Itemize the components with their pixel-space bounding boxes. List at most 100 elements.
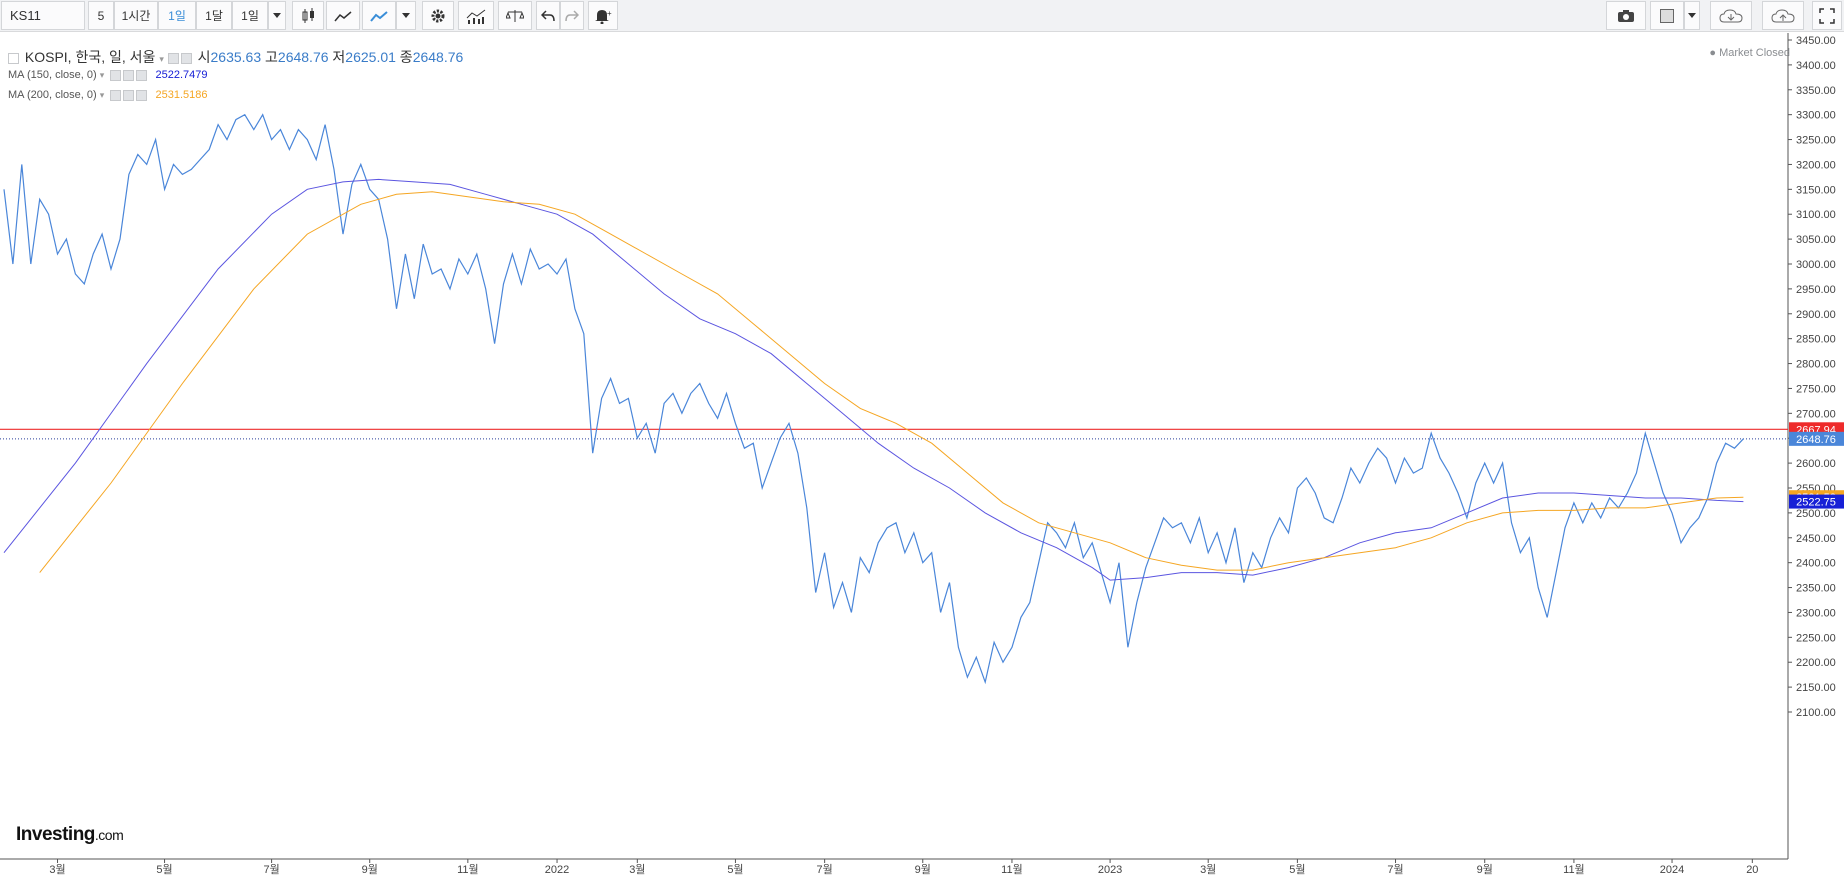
price-tick-label: 3000.00 <box>1796 259 1836 271</box>
time-tick-label: 11월 <box>1563 863 1585 876</box>
indicators-button[interactable] <box>458 1 494 30</box>
price-tick-label: 3300.00 <box>1796 110 1836 122</box>
high-value: 2648.76 <box>277 49 329 65</box>
indicators-icon <box>466 9 486 24</box>
cloud-save-button[interactable] <box>1762 1 1804 30</box>
time-tick-label: 9월 <box>362 863 378 876</box>
open-label: 시 <box>197 49 211 65</box>
price-tick-label: 3350.00 <box>1796 85 1836 97</box>
price-tick-label: 3050.00 <box>1796 234 1836 246</box>
caret-down-icon <box>402 13 410 18</box>
settings-icon[interactable] <box>123 89 135 101</box>
price-tick-label: 2200.00 <box>1796 657 1836 669</box>
price-tick-label: 2900.00 <box>1796 309 1836 321</box>
settings-icon[interactable] <box>123 69 135 81</box>
time-tick-label: 7월 <box>263 863 279 876</box>
time-tick-label: 11월 <box>1001 863 1023 876</box>
ma200-line <box>39 191 1744 573</box>
layout-dropdown[interactable] <box>1684 1 1700 30</box>
price-tick-label: 2800.00 <box>1796 359 1836 371</box>
kospi-price-line <box>3 113 1744 685</box>
ma150-price-tag-bg <box>1789 494 1844 509</box>
time-tick-label: 2022 <box>545 864 569 876</box>
interval-1d-button[interactable]: 1일 <box>158 1 196 30</box>
redo-icon <box>565 9 579 21</box>
legend-title: KOSPI, 한국, 일, 서울 <box>24 49 156 65</box>
symbol-input[interactable]: KS11 <box>1 1 85 30</box>
market-status: ● Market Closed <box>1709 47 1790 59</box>
price-tick-label: 3250.00 <box>1796 135 1836 147</box>
chart-area[interactable]: 2100.00 2150.00 2200.00 2250.00 2300.00 2350.… <box>0 33 1844 879</box>
cloud-upload-icon <box>1771 8 1795 22</box>
bell-plus-icon: + <box>595 9 612 24</box>
close-label: 종 <box>399 49 413 65</box>
cloud-download-icon <box>1719 8 1743 22</box>
settings-icon[interactable] <box>180 52 192 64</box>
candle-chart-button[interactable] <box>292 1 324 30</box>
candles-icon <box>302 7 314 23</box>
time-tick-label: 9월 <box>1477 863 1493 876</box>
close-icon[interactable] <box>136 69 148 81</box>
interval-1h-button[interactable]: 1시간 <box>114 1 158 30</box>
price-tick-label: 2100.00 <box>1796 707 1836 719</box>
time-tick-label: 2023 <box>1098 864 1122 876</box>
price-tick-label: 2150.00 <box>1796 682 1836 694</box>
area-chart-button[interactable] <box>362 1 396 30</box>
fullscreen-button[interactable] <box>1812 1 1842 30</box>
settings-button[interactable] <box>422 1 454 30</box>
time-tick-label: 11월 <box>457 863 479 876</box>
ma200-legend: MA (200, close, 0) ▾ 2531.5186 <box>8 89 208 101</box>
visibility-icon[interactable] <box>110 69 122 81</box>
close-icon[interactable] <box>136 89 148 101</box>
market-status-text: Market Closed <box>1719 47 1790 59</box>
time-tick-label: 7월 <box>1387 863 1403 876</box>
time-tick-label: 7월 <box>817 863 833 876</box>
logo-suffix: .com <box>94 827 124 843</box>
interval-5-button[interactable]: 5 <box>88 1 114 30</box>
visibility-icon[interactable] <box>110 89 122 101</box>
high-label: 고 <box>265 49 278 65</box>
chevron-down-icon[interactable]: ▾ <box>99 70 105 80</box>
price-tick-label: 2450.00 <box>1796 533 1836 545</box>
compare-button[interactable] <box>498 1 532 30</box>
open-value: 2635.63 <box>210 49 262 65</box>
ma150-line <box>3 178 1744 581</box>
time-tick-label: 5월 <box>156 863 172 876</box>
price-tick-label: 2750.00 <box>1796 383 1836 395</box>
price-tick-label: 2600.00 <box>1796 458 1836 470</box>
time-tick-label: 5월 <box>1289 863 1305 876</box>
layout-button[interactable] <box>1650 1 1684 30</box>
price-tick-label: 2400.00 <box>1796 558 1836 570</box>
line-chart-icon <box>370 10 388 22</box>
alert-button[interactable]: + <box>588 1 618 30</box>
time-tick-label: 3월 <box>1200 863 1216 876</box>
price-chart[interactable]: 2100.00 2150.00 2200.00 2250.00 2300.00 2350.… <box>0 33 1844 879</box>
chevron-down-icon[interactable]: ▾ <box>159 54 164 64</box>
last-price-tag-bg <box>1789 431 1844 446</box>
investing-logo: Investing.com <box>16 824 124 846</box>
line-chart-button[interactable] <box>326 1 360 30</box>
price-tick-label: 3450.00 <box>1796 35 1836 47</box>
price-tick-label: 3150.00 <box>1796 184 1836 196</box>
price-tick-label: 2850.00 <box>1796 334 1836 346</box>
ma150-label: MA (150, close, 0) <box>8 69 97 81</box>
interval-dropdown-button[interactable] <box>268 1 286 30</box>
toolbar: KS11 5 1시간 1일 1달 1일 + <box>0 0 1844 32</box>
price-tick-label: 2700.00 <box>1796 408 1836 420</box>
redo-button[interactable] <box>560 1 584 30</box>
gear-icon <box>431 9 445 22</box>
price-tick-label: 2350.00 <box>1796 583 1836 595</box>
snapshot-button[interactable] <box>1606 1 1646 30</box>
chevron-down-icon[interactable]: ▾ <box>99 90 105 100</box>
scales-icon <box>506 9 524 22</box>
price-tick-label: 3400.00 <box>1796 60 1836 72</box>
interval-1mo-button[interactable]: 1달 <box>196 1 232 30</box>
cloud-load-button[interactable] <box>1710 1 1752 30</box>
collapse-icon[interactable] <box>8 52 19 64</box>
undo-button[interactable] <box>536 1 560 30</box>
caret-down-icon <box>1688 13 1696 18</box>
chart-type-dropdown[interactable] <box>396 1 416 30</box>
visibility-icon[interactable] <box>167 52 179 64</box>
ma150-price-tag: 2522.75 <box>1796 497 1836 509</box>
interval-1d-alt-button[interactable]: 1일 <box>232 1 268 30</box>
